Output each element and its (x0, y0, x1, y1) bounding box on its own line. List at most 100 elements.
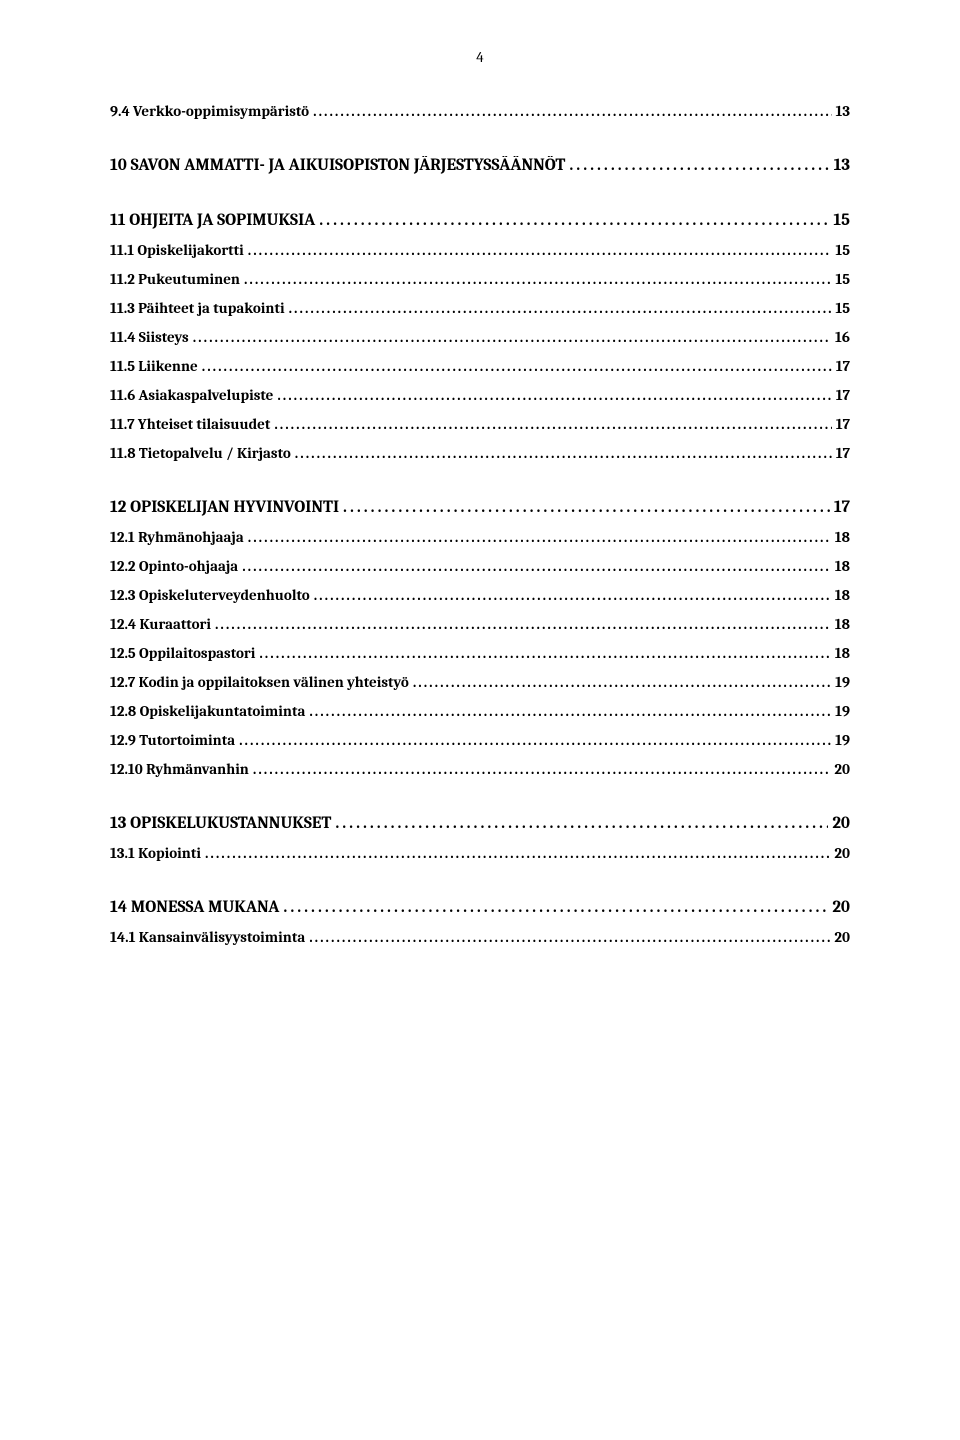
toc-entry-label: 12.10 Ryhmänvanhin (110, 760, 249, 778)
toc-sub-row: 11.1 Opiskelijakortti15 (110, 241, 850, 259)
toc-leader-dots (313, 102, 831, 120)
toc-leader-dots (193, 328, 831, 346)
toc-entry-label: 14.1 Kansainvälisyystoiminta (110, 928, 305, 946)
toc-sub-row: 12.10 Ryhmänvanhin 20 (110, 760, 850, 778)
toc-entry-page: 17 (836, 386, 850, 404)
toc-leader-dots (205, 844, 830, 862)
toc-entry-page: 17 (836, 357, 850, 375)
toc-sub-row: 12.8 Opiskelijakuntatoiminta 19 (110, 702, 850, 720)
toc-leader-dots (295, 444, 832, 462)
toc-leader-dots (215, 615, 831, 633)
toc-leader-dots (309, 702, 831, 720)
toc-sub-row: 11.2 Pukeutuminen 15 (110, 270, 850, 288)
toc-entry-label: 9.4 Verkko-oppimisympäristö (110, 102, 309, 120)
toc-sub-row: 11.6 Asiakaspalvelupiste 17 (110, 386, 850, 404)
toc-entry-page: 20 (834, 928, 850, 946)
toc-entry-page: 18 (835, 586, 850, 604)
toc-sub-row: 14.1 Kansainvälisyystoiminta 20 (110, 928, 850, 946)
toc-heading-row: 12 OPISKELIJAN HYVINVOINTI 17 (110, 498, 850, 517)
toc-entry-label: 12.3 Opiskeluterveydenhuolto (110, 586, 310, 604)
toc-entry-page: 18 (835, 615, 850, 633)
toc-entry-page: 17 (836, 415, 850, 433)
toc-entry-label: 11.3 Päihteet ja tupakointi (110, 299, 285, 317)
toc-entry-label: 11.4 Siisteys (110, 328, 189, 346)
toc-entry-label: 12 OPISKELIJAN HYVINVOINTI (110, 498, 339, 517)
toc-leader-dots (335, 814, 828, 833)
toc-entry-label: 13.1 Kopiointi (110, 844, 201, 862)
toc-leader-dots (202, 357, 832, 375)
toc-leader-dots (277, 386, 831, 404)
toc-entry-label: 12.5 Oppilaitospastori (110, 644, 255, 662)
toc-entry-label: 14 MONESSA MUKANA (110, 898, 279, 917)
toc-leader-dots (259, 644, 830, 662)
toc-sub-row: 11.5 Liikenne 17 (110, 357, 850, 375)
toc-entry-page: 20 (834, 760, 850, 778)
toc-entry-page: 17 (836, 444, 850, 462)
toc-leader-dots (248, 528, 831, 546)
toc-heading-row: 11 OHJEITA JA SOPIMUKSIA 15 (110, 211, 850, 230)
toc-sub-row: 12.1 Ryhmänohjaaja 18 (110, 528, 850, 546)
toc-leader-dots (314, 586, 831, 604)
toc-entry-label: 12.9 Tutortoiminta (110, 731, 235, 749)
toc-leader-dots (248, 241, 832, 259)
toc-entry-label: 11.6 Asiakaspalvelupiste (110, 386, 273, 404)
toc-sub-row: 12.2 Opinto-ohjaaja 18 (110, 557, 850, 575)
toc-entry-label: 11 OHJEITA JA SOPIMUKSIA (110, 211, 315, 230)
toc-entry-page: 18 (835, 557, 850, 575)
toc-entry-label: 12.2 Opinto-ohjaaja (110, 557, 238, 575)
toc-leader-dots (569, 156, 829, 175)
toc-entry-page: 16 (835, 328, 850, 346)
toc-leader-dots (289, 299, 832, 317)
toc-entry-page: 18 (835, 644, 850, 662)
toc-entry-label: 12.1 Ryhmänohjaaja (110, 528, 244, 546)
toc-sub-row: 11.8 Tietopalvelu / Kirjasto 17 (110, 444, 850, 462)
toc-heading-row: 13 OPISKELUKUSTANNUKSET 20 (110, 814, 850, 833)
toc-entry-label: 11.8 Tietopalvelu / Kirjasto (110, 444, 291, 462)
toc-leader-dots (244, 270, 831, 288)
toc-leader-dots (239, 731, 831, 749)
toc-leader-dots (309, 928, 830, 946)
toc-entry-label: 11.2 Pukeutuminen (110, 270, 240, 288)
toc-sub-row: 11.3 Päihteet ja tupakointi 15 (110, 299, 850, 317)
toc-leader-dots (253, 760, 831, 778)
toc-sub-row: 12.5 Oppilaitospastori 18 (110, 644, 850, 662)
toc-entry-page: 20 (832, 898, 850, 917)
toc-entry-page: 19 (835, 673, 850, 691)
toc-entry-label: 12.7 Kodin ja oppilaitoksen välinen yhte… (110, 673, 409, 691)
toc-leader-dots (283, 898, 828, 917)
toc-sub-row: 11.7 Yhteiset tilaisuudet 17 (110, 415, 850, 433)
toc-leader-dots (274, 415, 831, 433)
toc-entry-page: 18 (835, 528, 850, 546)
toc-entry-page: 13 (836, 102, 851, 120)
toc-sub-row: 13.1 Kopiointi 20 (110, 844, 850, 862)
toc-heading-row: 10 SAVON AMMATTI- JA AIKUISOPISTON JÄRJE… (110, 156, 850, 175)
toc-entry-page: 13 (834, 156, 850, 175)
toc-sub-row: 9.4 Verkko-oppimisympäristö 13 (110, 102, 850, 120)
toc-entry-page: 20 (834, 844, 850, 862)
toc-sub-row: 12.7 Kodin ja oppilaitoksen välinen yhte… (110, 673, 850, 691)
toc-leader-dots (413, 673, 831, 691)
toc-entry-label: 13 OPISKELUKUSTANNUKSET (110, 814, 331, 833)
toc-entry-label: 12.4 Kuraattori (110, 615, 211, 633)
page-number: 4 (110, 48, 850, 66)
toc-sub-row: 12.9 Tutortoiminta19 (110, 731, 850, 749)
document-page: 4 9.4 Verkko-oppimisympäristö 13 10 SAVON … (0, 0, 960, 1440)
toc-leader-dots (319, 211, 829, 230)
toc-entry-label: 11.7 Yhteiset tilaisuudet (110, 415, 270, 433)
toc-entry-page: 20 (832, 814, 850, 833)
toc-entry-label: 11.5 Liikenne (110, 357, 198, 375)
toc-entry-page: 15 (833, 211, 850, 230)
toc-entry-page: 15 (835, 299, 850, 317)
toc-sub-row: 12.4 Kuraattori 18 (110, 615, 850, 633)
toc-entry-label: 12.8 Opiskelijakuntatoiminta (110, 702, 305, 720)
toc-entry-page: 19 (835, 702, 850, 720)
toc-entry-page: 17 (834, 498, 850, 517)
toc-leader-dots (242, 557, 831, 575)
toc-entry-page: 15 (835, 270, 850, 288)
toc-sub-row: 12.3 Opiskeluterveydenhuolto 18 (110, 586, 850, 604)
toc-entry-page: 15 (835, 241, 850, 259)
toc-entry-label: 10 SAVON AMMATTI- JA AIKUISOPISTON JÄRJE… (110, 156, 565, 175)
toc-sub-row: 11.4 Siisteys 16 (110, 328, 850, 346)
toc-leader-dots (343, 498, 830, 517)
toc-heading-row: 14 MONESSA MUKANA 20 (110, 898, 850, 917)
